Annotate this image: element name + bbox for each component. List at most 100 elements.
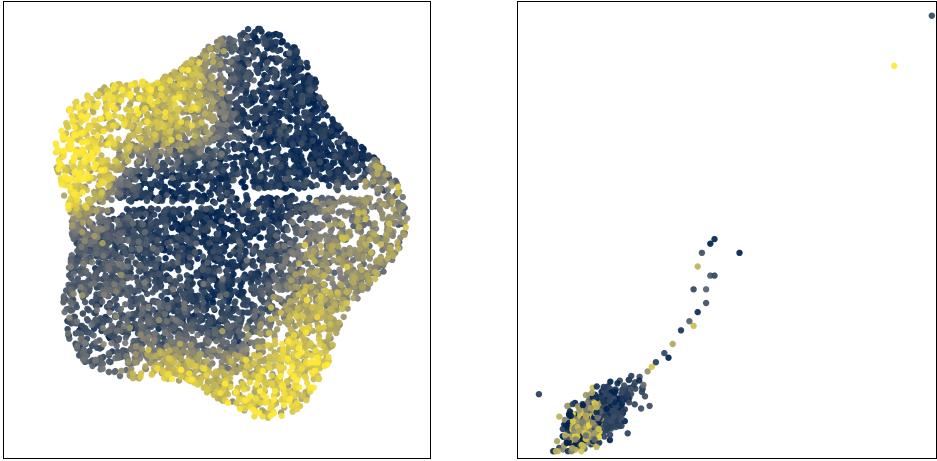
scatter-point (117, 305, 125, 313)
scatter-point (199, 266, 206, 273)
scatter-point (223, 189, 230, 197)
scatter-point (172, 222, 179, 229)
scatter-point (254, 104, 262, 112)
scatter-point (280, 141, 288, 148)
scatter-point (254, 220, 262, 227)
scatter-point (111, 281, 118, 288)
scatter-point (273, 276, 280, 284)
scatter-point (199, 253, 207, 260)
scatter-point (284, 113, 291, 120)
scatter-point (132, 343, 140, 350)
scatter-point (162, 223, 169, 230)
scatter-point (115, 336, 122, 344)
scatter-point (223, 121, 230, 128)
scatter-point (316, 94, 323, 101)
scatter-point (244, 216, 251, 223)
scatter-point (368, 203, 375, 211)
scatter-point (106, 309, 113, 316)
scatter-point (305, 116, 312, 124)
scatter-point (225, 93, 232, 101)
scatter-point (313, 122, 320, 129)
scatter-point (246, 242, 253, 249)
scatter-point (100, 291, 108, 298)
scatter-point (198, 197, 205, 205)
scatter-point (281, 242, 288, 250)
scatter-point (162, 229, 169, 236)
scatter-point (80, 356, 87, 363)
scatter-point (125, 358, 132, 365)
scatter-point (243, 257, 251, 264)
scatter-point (348, 165, 356, 173)
scatter-point (325, 139, 332, 146)
scatter-point (243, 192, 250, 199)
scatter-point (268, 178, 275, 186)
scatter-point (283, 58, 290, 65)
scatter-point (70, 270, 77, 277)
scatter-point (263, 216, 270, 223)
scatter-point (206, 277, 213, 284)
scatter-point (227, 75, 235, 83)
scatter-point (282, 175, 289, 183)
scatter-point (294, 128, 301, 135)
scatter-point (298, 98, 306, 106)
scatter-point (141, 168, 149, 175)
scatter-point (118, 367, 125, 374)
scatter-point (212, 160, 219, 167)
scatter-point (201, 172, 208, 179)
scatter-point (251, 29, 258, 36)
scatter-point (83, 267, 90, 275)
scatter-point (268, 226, 275, 234)
scatter-point (230, 37, 238, 45)
scatter-point (145, 193, 153, 200)
scatter-point (244, 34, 251, 41)
scatter-point (172, 346, 179, 353)
scatter-point (320, 99, 328, 107)
scatter-point (286, 49, 293, 57)
scatter-point (296, 84, 303, 91)
scatter-point (220, 297, 227, 305)
scatter-point (283, 131, 290, 139)
scatter-point (119, 243, 127, 250)
scatter-point (207, 219, 214, 226)
scatter-point (313, 181, 320, 189)
scatter-point (132, 191, 140, 199)
scatter-point (260, 84, 267, 92)
scatter-point (162, 255, 169, 262)
scatter-point (210, 248, 217, 255)
scatter-point (242, 82, 249, 89)
scatter-point (120, 280, 127, 287)
scatter-point (243, 309, 251, 316)
scatter-point (255, 199, 263, 206)
scatter-point (304, 166, 311, 173)
scatter-point (249, 247, 256, 254)
scatter-point (354, 167, 361, 174)
scatter-point (61, 308, 68, 316)
scatter-point (220, 237, 228, 244)
scatter-point (170, 324, 178, 332)
scatter-point (191, 248, 198, 256)
scatter-point (292, 154, 299, 161)
scatter-point (104, 231, 111, 239)
scatter-point (132, 351, 139, 358)
scatter-point (263, 242, 271, 249)
scatter-point (261, 40, 268, 47)
scatter-point (155, 317, 163, 324)
scatter-point (251, 263, 258, 270)
scatter-point (238, 224, 245, 231)
scatter-point (318, 111, 326, 119)
scatter-point (193, 307, 200, 314)
scatter-point (114, 352, 122, 360)
scatter-point (328, 275, 335, 282)
scatter-point (219, 101, 226, 108)
scatter-point (158, 148, 165, 155)
scatter-point (122, 339, 129, 347)
scatter-point (68, 252, 76, 259)
scatter-point (272, 232, 280, 239)
scatter-point (248, 276, 255, 284)
scatter-point (345, 135, 353, 143)
scatter-point (185, 227, 192, 234)
scatter-point (236, 247, 243, 255)
scatter-point (179, 205, 186, 212)
scatter-point (323, 236, 330, 244)
scatter-point (183, 235, 191, 243)
